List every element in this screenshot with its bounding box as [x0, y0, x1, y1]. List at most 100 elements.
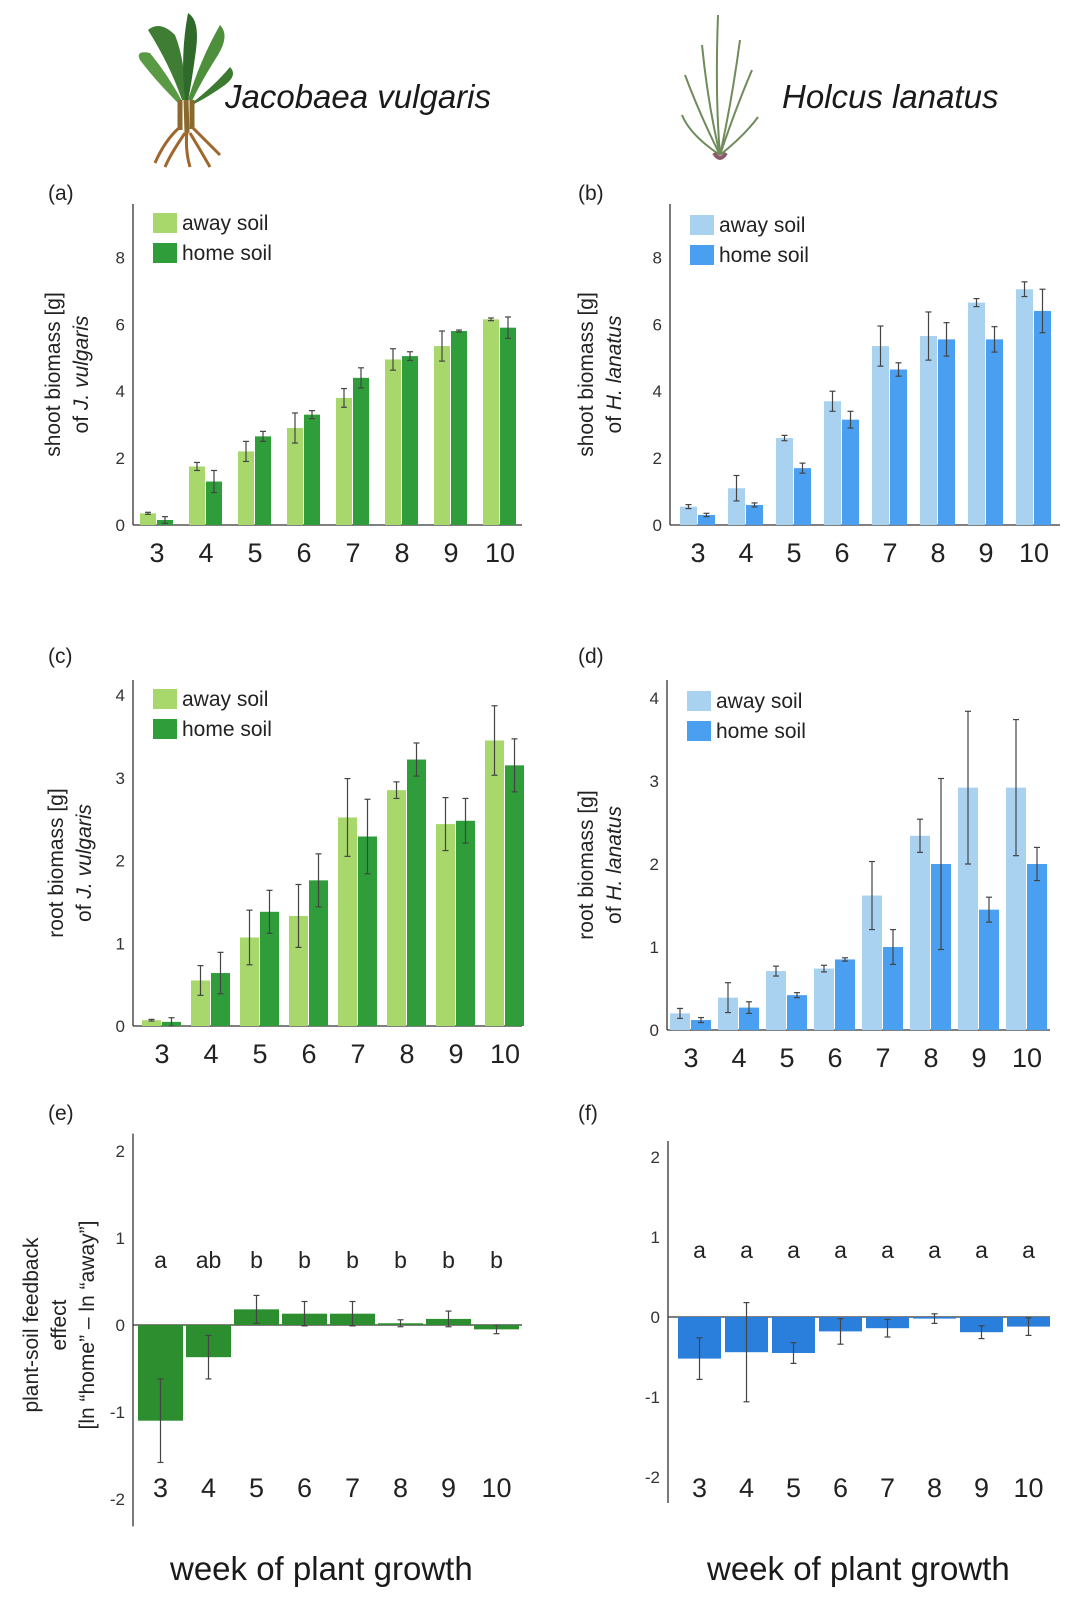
x-tick-label-a: 4 — [198, 538, 213, 568]
x-tick-label-e: 3 — [153, 1473, 168, 1503]
x-tick-label-f: 8 — [927, 1473, 942, 1503]
bar-b-home-soil-week-3 — [698, 514, 715, 525]
significance-letter-f: a — [693, 1237, 706, 1263]
significance-letter-f: a — [834, 1237, 847, 1263]
x-tick-label-d: 4 — [731, 1043, 746, 1073]
bar-b-home-soil-week-10 — [1034, 310, 1051, 525]
significance-letter-e: b — [394, 1247, 407, 1273]
y-axis-label-b: of H. lanatus — [603, 315, 626, 433]
bar-d-home-soil-week-10 — [1027, 864, 1047, 1030]
legend-label-a: away soil — [182, 212, 268, 235]
bar-c-away-soil-week-6 — [289, 915, 308, 1026]
x-tick-label-f: 4 — [739, 1473, 754, 1503]
bar-b-away-soil-week-5 — [776, 438, 793, 525]
significance-letter-f: a — [1022, 1237, 1035, 1263]
y-axis-label-c: root biomass [g] — [45, 788, 68, 937]
y-axis-label-d: root biomass [g] — [575, 790, 598, 939]
jacobaea-plant-illustration — [138, 13, 234, 168]
x-tick-label-e: 6 — [297, 1473, 312, 1503]
bar-c-away-soil-week-3 — [142, 1020, 161, 1026]
x-tick-label-d: 8 — [923, 1043, 938, 1073]
bar-c-home-soil-week-9 — [456, 820, 475, 1026]
x-tick-label-e: 9 — [441, 1473, 456, 1503]
bar-d-home-soil-week-5 — [787, 995, 807, 1030]
y-tick-label-e: 2 — [116, 1142, 125, 1161]
bar-a-home-soil-week-8 — [402, 356, 418, 525]
bar-d-away-soil-week-7 — [862, 895, 882, 1030]
bar-c-away-soil-week-7 — [338, 817, 357, 1026]
x-tick-label-a: 5 — [247, 538, 262, 568]
panel-label-b: (b) — [578, 182, 604, 205]
x-axis-title-left: week of plant growth — [170, 1550, 473, 1587]
bar-f-psf-week-9 — [960, 1317, 1003, 1333]
bar-d-away-soil-week-5 — [766, 971, 786, 1030]
bar-c-home-soil-week-10 — [505, 765, 524, 1026]
x-tick-label-b: 9 — [978, 538, 993, 568]
bar-c-away-soil-week-4 — [191, 980, 210, 1026]
y-tick-label-e: -2 — [110, 1490, 125, 1509]
x-tick-label-c: 5 — [252, 1039, 267, 1069]
x-tick-label-a: 8 — [394, 538, 409, 568]
legend-swatch-c-home-soil — [153, 719, 177, 739]
bar-a-home-soil-week-7 — [353, 377, 369, 525]
bar-a-away-soil-week-7 — [336, 397, 352, 525]
y-tick-label-f: -1 — [645, 1388, 660, 1407]
x-tick-label-a: 6 — [296, 538, 311, 568]
x-axis-title-right: week of plant growth — [707, 1550, 1010, 1587]
x-tick-label-c: 3 — [154, 1039, 169, 1069]
bar-d-away-soil-week-6 — [814, 968, 834, 1030]
bar-b-away-soil-week-4 — [728, 488, 745, 525]
significance-letter-e: b — [298, 1247, 311, 1273]
legend-label-c: away soil — [182, 688, 268, 711]
bar-c-home-soil-week-4 — [211, 973, 230, 1026]
bar-b-away-soil-week-9 — [968, 302, 985, 525]
holcus-plant-illustration — [681, 14, 759, 160]
bar-d-home-soil-week-9 — [979, 909, 999, 1030]
bar-c-home-soil-week-8 — [407, 759, 426, 1026]
y-tick-label-d: 2 — [650, 855, 659, 874]
x-tick-label-e: 5 — [249, 1473, 264, 1503]
bar-a-away-soil-week-3 — [140, 513, 156, 525]
y-axis-label-d: of H. lanatus — [603, 806, 626, 924]
y-tick-label-f: 1 — [651, 1228, 660, 1247]
legend-swatch-b-away-soil — [690, 215, 714, 235]
y-tick-label-f: 0 — [651, 1308, 660, 1327]
bar-d-home-soil-week-4 — [739, 1007, 759, 1030]
x-tick-label-a: 9 — [443, 538, 458, 568]
y-axis-label-b: shoot biomass [g] — [575, 292, 598, 457]
y-tick-label-d: 0 — [650, 1021, 659, 1040]
bar-d-away-soil-week-10 — [1006, 787, 1026, 1030]
y-axis-label-e: plant-soil feedback — [20, 1237, 43, 1413]
bar-a-home-soil-week-9 — [451, 331, 467, 525]
bar-d-home-soil-week-3 — [691, 1020, 711, 1030]
bar-b-away-soil-week-8 — [920, 336, 937, 525]
bar-b-home-soil-week-7 — [890, 369, 907, 525]
y-tick-label-a: 4 — [116, 382, 125, 401]
significance-letter-f: a — [740, 1237, 753, 1263]
x-tick-label-e: 8 — [393, 1473, 408, 1503]
bar-d-away-soil-week-9 — [958, 787, 978, 1030]
x-tick-label-e: 10 — [481, 1473, 511, 1503]
bar-b-away-soil-week-3 — [680, 506, 697, 525]
x-tick-label-c: 7 — [350, 1039, 365, 1069]
bar-c-away-soil-week-5 — [240, 937, 259, 1026]
x-tick-label-f: 5 — [786, 1473, 801, 1503]
bar-b-home-soil-week-8 — [938, 339, 955, 525]
bar-d-away-soil-week-3 — [670, 1013, 690, 1030]
x-tick-label-a: 3 — [149, 538, 164, 568]
bar-c-home-soil-week-7 — [358, 836, 377, 1026]
y-tick-label-d: 3 — [650, 772, 659, 791]
bar-b-home-soil-week-9 — [986, 339, 1003, 525]
species-name-right: Holcus lanatus — [782, 78, 999, 115]
x-tick-label-d: 3 — [683, 1043, 698, 1073]
x-tick-label-c: 4 — [203, 1039, 218, 1069]
y-tick-label-c: 4 — [116, 686, 125, 705]
legend-label-c: home soil — [182, 718, 272, 741]
y-tick-label-d: 4 — [650, 689, 659, 708]
x-tick-label-a: 10 — [485, 538, 515, 568]
y-tick-label-a: 8 — [116, 248, 125, 267]
y-tick-label-a: 6 — [116, 315, 125, 334]
y-tick-label-f: -2 — [645, 1468, 660, 1487]
legend-label-d: home soil — [716, 720, 806, 743]
y-tick-label-c: 0 — [116, 1017, 125, 1036]
